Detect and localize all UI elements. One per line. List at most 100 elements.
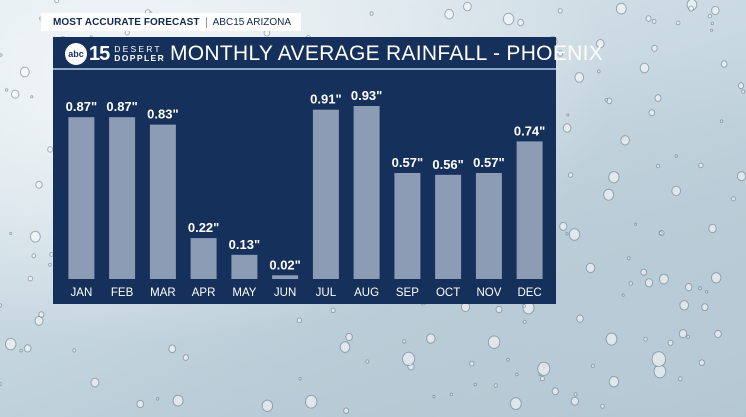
rain-drop bbox=[34, 315, 44, 326]
logo-words: DESERT DOPPLER bbox=[114, 45, 165, 63]
logo-number: 15 bbox=[89, 42, 110, 65]
rain-drop bbox=[565, 232, 569, 236]
rain-drop bbox=[720, 60, 728, 68]
bar-may bbox=[231, 254, 258, 279]
x-tick-feb: FEB bbox=[111, 287, 134, 299]
rain-drop bbox=[570, 396, 580, 406]
rain-drop bbox=[686, 334, 690, 339]
rain-drop bbox=[675, 20, 681, 26]
rain-drop bbox=[172, 394, 184, 407]
rain-drop bbox=[627, 256, 631, 261]
rain-drop bbox=[737, 82, 745, 90]
rain-drop bbox=[5, 88, 9, 92]
rain-drop bbox=[506, 357, 510, 362]
forecast-banner: MOST ACCURATE FORECAST ABC15 ARIZONA bbox=[41, 13, 301, 31]
rain-drop bbox=[640, 268, 648, 276]
bar-apr bbox=[190, 238, 217, 279]
rain-drop bbox=[469, 360, 475, 367]
rain-drop bbox=[487, 335, 501, 349]
x-tick-aug: AUG bbox=[354, 287, 379, 299]
chart-panel: abc 15 DESERT DOPPLER MONTHLY AVERAGE RA… bbox=[53, 37, 603, 304]
rain-drop bbox=[522, 319, 527, 324]
rain-drop bbox=[604, 98, 609, 102]
x-tick-jan: JAN bbox=[71, 287, 93, 299]
x-tick-may: MAY bbox=[232, 287, 256, 299]
logo-line-desert: DESERT bbox=[114, 44, 162, 54]
banner-divider bbox=[205, 16, 207, 28]
rain-drop bbox=[688, 5, 694, 12]
rain-drop bbox=[621, 293, 625, 297]
rain-drop bbox=[463, 1, 472, 12]
data-label-aug: 0.93" bbox=[351, 88, 382, 103]
x-tick-oct: OCT bbox=[436, 287, 460, 299]
rain-drop bbox=[568, 172, 574, 178]
rain-drop bbox=[651, 18, 657, 24]
rain-drop bbox=[339, 341, 351, 353]
rainfall-bar-chart: 0.87" JAN 0.87" FEB 0.83" MAR 0.22" APR 0.13" MAY… bbox=[66, 88, 546, 299]
bar-mar bbox=[149, 124, 176, 279]
x-tick-sep: SEP bbox=[396, 287, 419, 299]
rain-drop bbox=[517, 18, 525, 27]
rain-drop bbox=[679, 300, 690, 311]
rain-drop bbox=[597, 69, 601, 74]
rain-drop bbox=[551, 387, 559, 396]
rain-drop bbox=[644, 278, 654, 288]
x-tick-nov: NOV bbox=[476, 287, 501, 299]
desert-doppler-logo: abc 15 DESERT DOPPLER bbox=[65, 42, 165, 66]
rain-drop bbox=[559, 221, 568, 231]
rain-drop bbox=[628, 281, 633, 286]
rain-drop bbox=[708, 223, 717, 234]
logo-line-doppler: DOPPLER bbox=[114, 53, 166, 63]
data-label-feb: 0.87" bbox=[106, 99, 137, 114]
data-label-jun: 0.02" bbox=[269, 257, 300, 272]
rain-drop bbox=[449, 392, 454, 397]
bar-sep bbox=[394, 173, 421, 279]
rain-drop bbox=[608, 171, 620, 184]
rain-drop bbox=[0, 382, 2, 386]
rain-drop bbox=[719, 119, 724, 123]
bar-jun bbox=[272, 275, 299, 279]
rain-drop bbox=[402, 339, 407, 344]
rain-drop bbox=[643, 336, 648, 342]
rain-drop bbox=[678, 376, 683, 382]
rain-drop bbox=[605, 332, 618, 346]
rain-drop bbox=[23, 344, 32, 353]
rain-drop bbox=[473, 382, 477, 387]
rain-drop bbox=[29, 230, 41, 243]
rain-drop bbox=[182, 354, 189, 361]
rain-drop bbox=[156, 397, 160, 401]
data-label-jan: 0.87" bbox=[66, 99, 97, 114]
bar-nov bbox=[475, 173, 502, 279]
rain-drop bbox=[444, 8, 455, 20]
rain-drop bbox=[27, 275, 33, 282]
data-label-mar: 0.83" bbox=[147, 107, 178, 122]
rain-drop bbox=[136, 399, 145, 409]
bar-jan bbox=[68, 117, 95, 279]
rain-drop bbox=[495, 305, 503, 314]
x-tick-jul: JUL bbox=[316, 287, 337, 299]
rain-drop bbox=[90, 377, 100, 388]
data-label-nov: 0.57" bbox=[473, 155, 504, 170]
bar-feb bbox=[109, 117, 136, 279]
rain-drop bbox=[707, 13, 713, 19]
rain-drop bbox=[515, 372, 519, 377]
abc-logo-icon: abc bbox=[65, 43, 87, 65]
rain-drop bbox=[603, 188, 615, 201]
rain-drop bbox=[537, 361, 551, 376]
rain-drop bbox=[658, 231, 663, 236]
rain-drop bbox=[634, 222, 638, 226]
bar-oct bbox=[435, 174, 462, 279]
rain-drop bbox=[19, 348, 23, 353]
data-label-jul: 0.91" bbox=[310, 92, 341, 107]
rain-drop bbox=[678, 329, 688, 339]
rain-drop bbox=[574, 72, 585, 83]
rain-drop bbox=[698, 162, 704, 169]
rain-drop bbox=[705, 290, 709, 294]
rain-drop bbox=[345, 332, 353, 342]
rain-drop bbox=[5, 337, 17, 351]
rain-drop bbox=[659, 273, 669, 285]
rain-drop bbox=[654, 94, 662, 102]
rain-drop bbox=[639, 62, 650, 74]
rain-drop bbox=[731, 196, 736, 202]
rain-drop bbox=[698, 286, 702, 291]
